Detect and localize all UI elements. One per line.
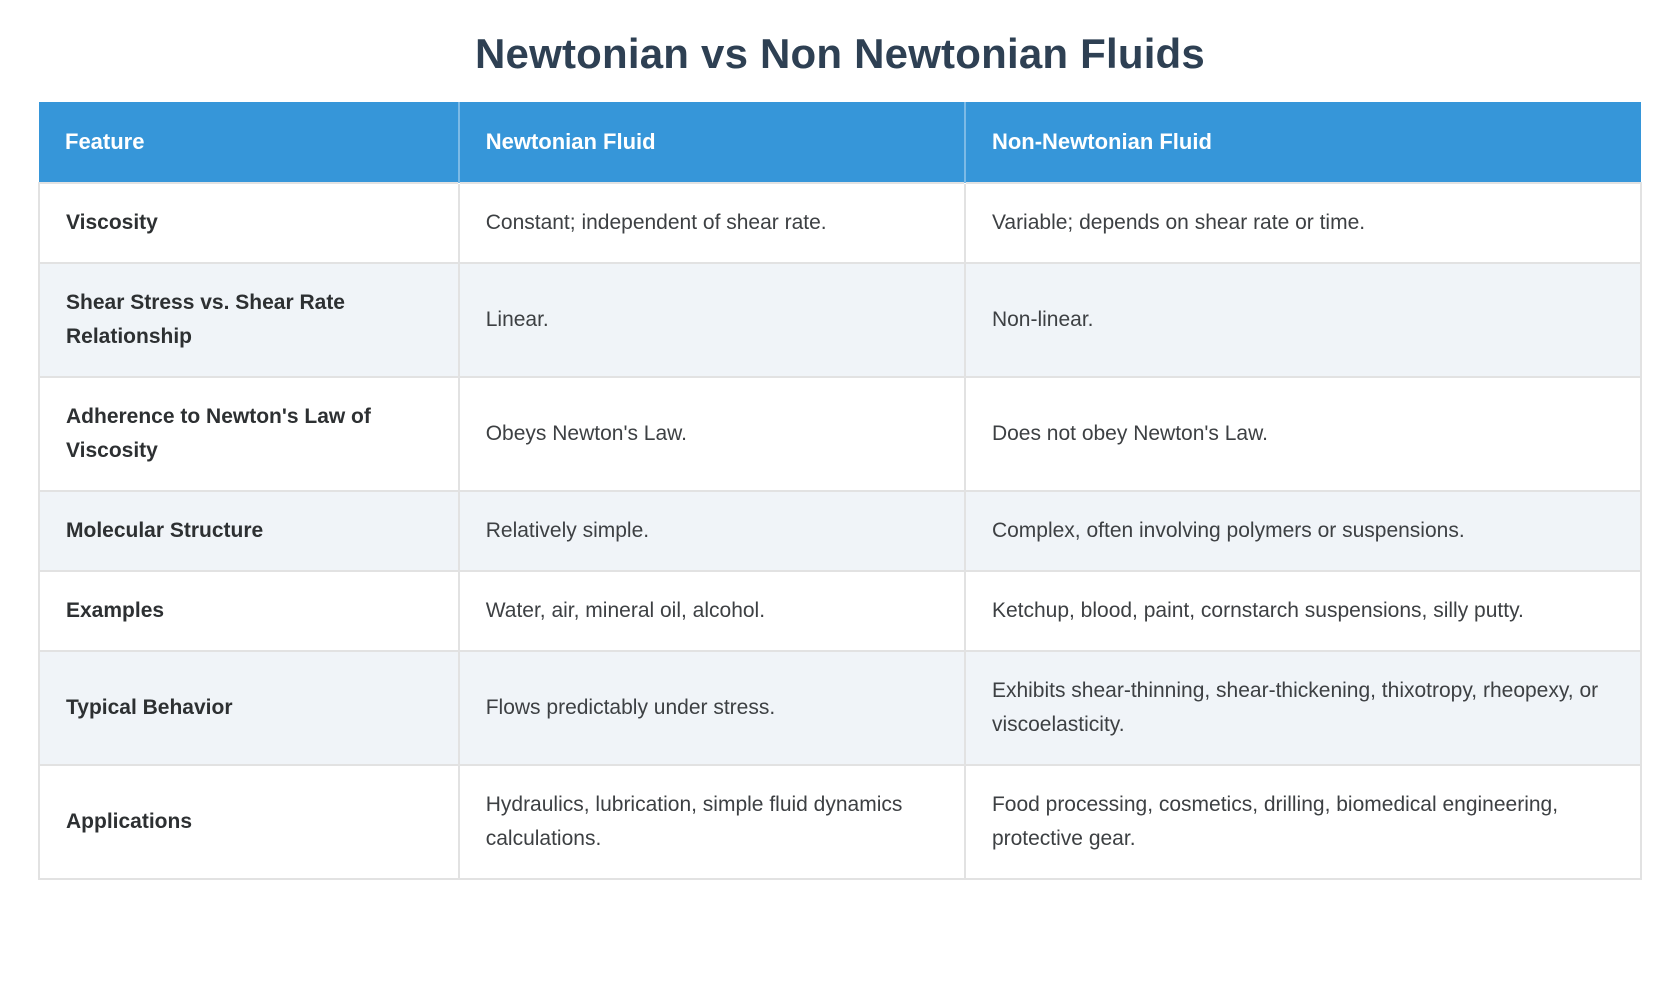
cell-newtonian: Linear. [457, 262, 966, 379]
cell-non-newtonian: Does not obey Newton's Law. [963, 376, 1643, 493]
cell-non-newtonian: Ketchup, blood, paint, cornstarch suspen… [963, 570, 1643, 653]
cell-non-newtonian: Food processing, cosmetics, drilling, bi… [963, 764, 1643, 881]
cell-newtonian: Obeys Newton's Law. [457, 376, 966, 493]
cell-non-newtonian: Non-linear. [963, 262, 1643, 379]
table-row-shear-stress-relationship: Shear Stress vs. Shear Rate Relationship… [38, 262, 1643, 379]
table-row-molecular-structure: Molecular Structure Relatively simple. C… [38, 490, 1643, 573]
table-row-applications: Applications Hydraulics, lubrication, si… [38, 764, 1643, 881]
header-row: Feature Newtonian Fluid Non-Newtonian Fl… [39, 102, 1641, 183]
cell-newtonian: Water, air, mineral oil, alcohol. [457, 570, 966, 653]
cell-feature: Molecular Structure [38, 490, 460, 573]
cell-newtonian: Hydraulics, lubrication, simple fluid dy… [457, 764, 966, 881]
cell-newtonian: Relatively simple. [457, 490, 966, 573]
comparison-table: Feature Newtonian Fluid Non-Newtonian Fl… [38, 102, 1643, 881]
cell-non-newtonian: Complex, often involving polymers or sus… [963, 490, 1643, 573]
cell-non-newtonian: Variable; depends on shear rate or time. [963, 181, 1643, 265]
cell-feature: Examples [38, 570, 460, 653]
header-cell-newtonian-fluid: Newtonian Fluid [458, 102, 966, 183]
page-title: Newtonian vs Non Newtonian Fluids [475, 30, 1205, 77]
table-row-examples: Examples Water, air, mineral oil, alcoho… [38, 570, 1643, 653]
header-cell-non-newtonian-fluid: Non-Newtonian Fluid [964, 102, 1641, 183]
cell-newtonian: Constant; independent of shear rate. [457, 181, 966, 265]
table-header: Feature Newtonian Fluid Non-Newtonian Fl… [39, 102, 1641, 183]
header-cell-feature: Feature [39, 102, 460, 183]
cell-feature: Viscosity [38, 181, 460, 265]
cell-newtonian: Flows predictably under stress. [457, 650, 966, 767]
cell-feature: Adherence to Newton's Law of Viscosity [38, 376, 460, 493]
cell-feature: Shear Stress vs. Shear Rate Relationship [38, 262, 460, 379]
table-body: Viscosity Constant; independent of shear… [38, 181, 1643, 881]
cell-feature: Typical Behavior [38, 650, 460, 767]
cell-non-newtonian: Exhibits shear-thinning, shear-thickenin… [963, 650, 1643, 767]
table-row-adherence-newtons-law: Adherence to Newton's Law of Viscosity O… [38, 376, 1643, 493]
page: Newtonian vs Non Newtonian Fluids Featur… [0, 30, 1680, 881]
table-row-viscosity: Viscosity Constant; independent of shear… [38, 181, 1643, 265]
table-row-typical-behavior: Typical Behavior Flows predictably under… [38, 650, 1643, 767]
cell-feature: Applications [38, 764, 460, 881]
